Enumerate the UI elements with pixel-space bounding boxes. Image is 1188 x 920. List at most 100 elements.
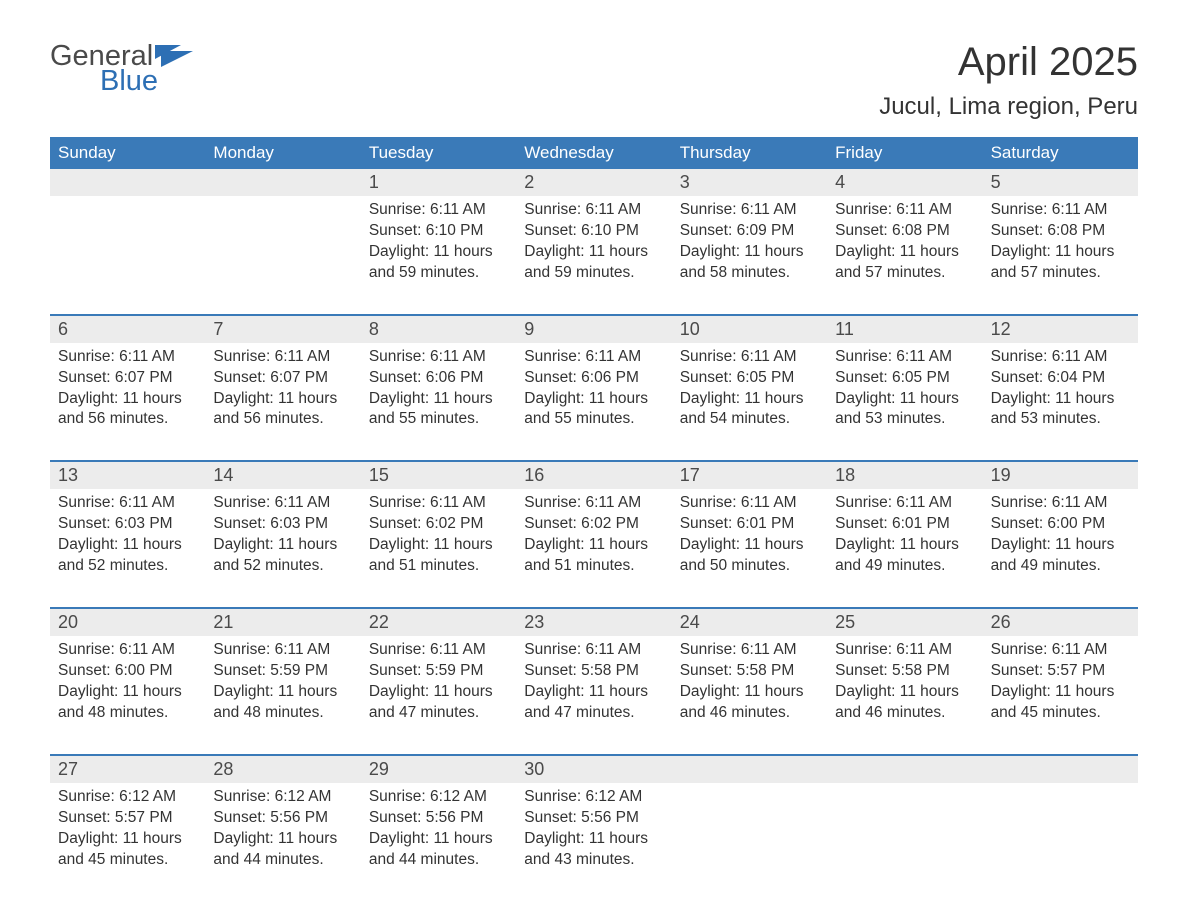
- day-cell: Sunrise: 6:11 AMSunset: 5:58 PMDaylight:…: [827, 636, 982, 734]
- page-header: General Blue April 2025 Jucul, Lima regi…: [50, 40, 1138, 121]
- sunset-text: Sunset: 5:58 PM: [680, 661, 819, 682]
- day-number: 2: [516, 169, 671, 196]
- sunset-text: Sunset: 6:02 PM: [369, 514, 508, 535]
- day-number: 22: [361, 609, 516, 636]
- daylight-text: Daylight: 11 hours and 52 minutes.: [213, 535, 352, 577]
- sunset-text: Sunset: 5:57 PM: [991, 661, 1130, 682]
- sunrise-text: Sunrise: 6:11 AM: [991, 493, 1130, 514]
- daylight-text: Daylight: 11 hours and 56 minutes.: [213, 389, 352, 431]
- sunrise-text: Sunrise: 6:11 AM: [369, 347, 508, 368]
- day-cell: Sunrise: 6:11 AMSunset: 5:58 PMDaylight:…: [672, 636, 827, 734]
- month-title: April 2025: [879, 40, 1138, 85]
- day-number: 19: [983, 462, 1138, 489]
- sunrise-text: Sunrise: 6:12 AM: [58, 787, 197, 808]
- day-cell: Sunrise: 6:12 AMSunset: 5:57 PMDaylight:…: [50, 783, 205, 881]
- sunrise-text: Sunrise: 6:11 AM: [680, 493, 819, 514]
- daylight-text: Daylight: 11 hours and 59 minutes.: [369, 242, 508, 284]
- sunset-text: Sunset: 5:58 PM: [524, 661, 663, 682]
- logo: General Blue: [50, 40, 193, 98]
- day-cell: Sunrise: 6:12 AMSunset: 5:56 PMDaylight:…: [516, 783, 671, 881]
- day-number: [983, 756, 1138, 783]
- sunrise-text: Sunrise: 6:11 AM: [524, 347, 663, 368]
- calendar: Sunday Monday Tuesday Wednesday Thursday…: [50, 137, 1138, 880]
- day-cell: Sunrise: 6:11 AMSunset: 6:03 PMDaylight:…: [50, 489, 205, 587]
- sunset-text: Sunset: 6:05 PM: [680, 368, 819, 389]
- day-number: 17: [672, 462, 827, 489]
- daylight-text: Daylight: 11 hours and 45 minutes.: [58, 829, 197, 871]
- sunrise-text: Sunrise: 6:11 AM: [369, 200, 508, 221]
- daylight-text: Daylight: 11 hours and 59 minutes.: [524, 242, 663, 284]
- day-number: 28: [205, 756, 360, 783]
- sunset-text: Sunset: 6:05 PM: [835, 368, 974, 389]
- day-cell: Sunrise: 6:11 AMSunset: 6:07 PMDaylight:…: [50, 343, 205, 441]
- day-cell: Sunrise: 6:11 AMSunset: 6:10 PMDaylight:…: [361, 196, 516, 294]
- day-header-sun: Sunday: [50, 137, 205, 169]
- day-cell: Sunrise: 6:11 AMSunset: 6:01 PMDaylight:…: [827, 489, 982, 587]
- sunrise-text: Sunrise: 6:11 AM: [213, 493, 352, 514]
- day-cell: Sunrise: 6:11 AMSunset: 6:02 PMDaylight:…: [361, 489, 516, 587]
- day-number: 4: [827, 169, 982, 196]
- day-body-row: Sunrise: 6:12 AMSunset: 5:57 PMDaylight:…: [50, 783, 1138, 881]
- daylight-text: Daylight: 11 hours and 49 minutes.: [835, 535, 974, 577]
- daylight-text: Daylight: 11 hours and 47 minutes.: [369, 682, 508, 724]
- day-header-wed: Wednesday: [516, 137, 671, 169]
- title-block: April 2025 Jucul, Lima region, Peru: [879, 40, 1138, 121]
- calendar-week: 6789101112Sunrise: 6:11 AMSunset: 6:07 P…: [50, 314, 1138, 441]
- day-number: 6: [50, 316, 205, 343]
- calendar-week: 13141516171819Sunrise: 6:11 AMSunset: 6:…: [50, 460, 1138, 587]
- day-number: 18: [827, 462, 982, 489]
- sunrise-text: Sunrise: 6:11 AM: [991, 640, 1130, 661]
- daylight-text: Daylight: 11 hours and 54 minutes.: [680, 389, 819, 431]
- day-number: 15: [361, 462, 516, 489]
- sunrise-text: Sunrise: 6:11 AM: [991, 200, 1130, 221]
- day-number-row: 27282930: [50, 756, 1138, 783]
- day-number: 26: [983, 609, 1138, 636]
- sunset-text: Sunset: 6:07 PM: [58, 368, 197, 389]
- day-number: 3: [672, 169, 827, 196]
- daylight-text: Daylight: 11 hours and 45 minutes.: [991, 682, 1130, 724]
- day-number: 27: [50, 756, 205, 783]
- day-number: 7: [205, 316, 360, 343]
- daylight-text: Daylight: 11 hours and 50 minutes.: [680, 535, 819, 577]
- sunrise-text: Sunrise: 6:11 AM: [680, 640, 819, 661]
- calendar-week: 27282930Sunrise: 6:12 AMSunset: 5:57 PMD…: [50, 754, 1138, 881]
- day-number: 14: [205, 462, 360, 489]
- day-cell: [205, 196, 360, 294]
- day-header-mon: Monday: [205, 137, 360, 169]
- day-number: 20: [50, 609, 205, 636]
- daylight-text: Daylight: 11 hours and 58 minutes.: [680, 242, 819, 284]
- daylight-text: Daylight: 11 hours and 44 minutes.: [369, 829, 508, 871]
- sunset-text: Sunset: 5:59 PM: [213, 661, 352, 682]
- sunset-text: Sunset: 6:07 PM: [213, 368, 352, 389]
- sunset-text: Sunset: 6:06 PM: [369, 368, 508, 389]
- daylight-text: Daylight: 11 hours and 56 minutes.: [58, 389, 197, 431]
- sunrise-text: Sunrise: 6:11 AM: [213, 347, 352, 368]
- daylight-text: Daylight: 11 hours and 44 minutes.: [213, 829, 352, 871]
- day-number: 24: [672, 609, 827, 636]
- day-header-sat: Saturday: [983, 137, 1138, 169]
- daylight-text: Daylight: 11 hours and 52 minutes.: [58, 535, 197, 577]
- sunrise-text: Sunrise: 6:11 AM: [58, 493, 197, 514]
- day-header-thu: Thursday: [672, 137, 827, 169]
- sunrise-text: Sunrise: 6:11 AM: [835, 493, 974, 514]
- day-number-row: 6789101112: [50, 316, 1138, 343]
- sunrise-text: Sunrise: 6:11 AM: [991, 347, 1130, 368]
- day-cell: Sunrise: 6:11 AMSunset: 6:02 PMDaylight:…: [516, 489, 671, 587]
- sunset-text: Sunset: 6:03 PM: [213, 514, 352, 535]
- logo-text-blue: Blue: [50, 65, 158, 98]
- day-number: 23: [516, 609, 671, 636]
- day-number: 21: [205, 609, 360, 636]
- day-cell: Sunrise: 6:11 AMSunset: 5:57 PMDaylight:…: [983, 636, 1138, 734]
- day-number: 12: [983, 316, 1138, 343]
- sunrise-text: Sunrise: 6:11 AM: [680, 347, 819, 368]
- daylight-text: Daylight: 11 hours and 46 minutes.: [680, 682, 819, 724]
- day-number: 10: [672, 316, 827, 343]
- day-body-row: Sunrise: 6:11 AMSunset: 6:00 PMDaylight:…: [50, 636, 1138, 734]
- daylight-text: Daylight: 11 hours and 57 minutes.: [835, 242, 974, 284]
- daylight-text: Daylight: 11 hours and 43 minutes.: [524, 829, 663, 871]
- sunset-text: Sunset: 6:09 PM: [680, 221, 819, 242]
- weeks-container: 12345Sunrise: 6:11 AMSunset: 6:10 PMDayl…: [50, 169, 1138, 880]
- sunset-text: Sunset: 6:08 PM: [835, 221, 974, 242]
- day-number-row: 20212223242526: [50, 609, 1138, 636]
- sunrise-text: Sunrise: 6:11 AM: [524, 640, 663, 661]
